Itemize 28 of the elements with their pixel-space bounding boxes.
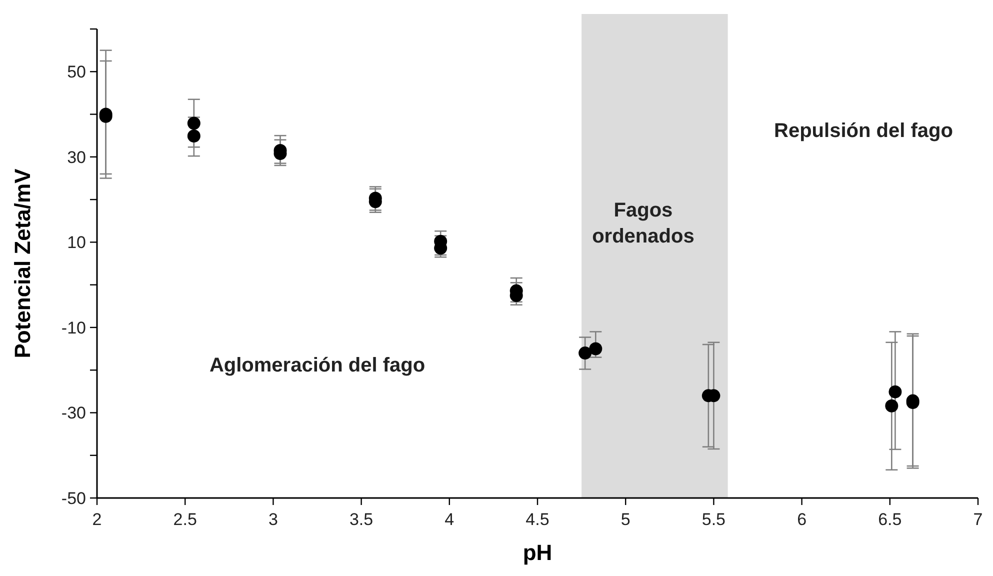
point xyxy=(187,130,200,143)
y-tick-label: 10 xyxy=(67,233,86,252)
point xyxy=(589,342,602,356)
x-tick-label: 2 xyxy=(92,510,102,529)
annotation: Repulsión del fago xyxy=(774,120,953,142)
point xyxy=(578,346,592,360)
x-tick-label: 3 xyxy=(268,510,278,529)
y-axis-title: Potencial Zeta/mV xyxy=(10,168,35,358)
annotation: Fagos ordenados xyxy=(592,200,694,248)
y-tick-label: -30 xyxy=(61,404,86,423)
x-tick-label: 3.5 xyxy=(349,510,374,529)
x-tick-label: 5.5 xyxy=(702,510,726,529)
point xyxy=(888,385,902,398)
annotation: Aglomeración del fago xyxy=(209,354,426,376)
point xyxy=(885,399,898,412)
x-tick-label: 6.5 xyxy=(878,510,902,529)
x-tick-label: 4.5 xyxy=(526,510,550,529)
x-tick-label: 4 xyxy=(444,510,454,529)
y-tick-label: 50 xyxy=(67,62,86,82)
y-tick-label: -10 xyxy=(61,318,86,338)
x-tick-label: 2.5 xyxy=(173,510,197,529)
x-axis-title: pH xyxy=(522,540,552,565)
point xyxy=(187,116,200,130)
y-tick-label: 30 xyxy=(67,148,86,167)
x-tick-label: 6 xyxy=(797,510,807,529)
x-tick-label: 7 xyxy=(973,510,983,529)
y-tick-label: -50 xyxy=(61,488,86,508)
x-tick-label: 5 xyxy=(620,510,630,529)
